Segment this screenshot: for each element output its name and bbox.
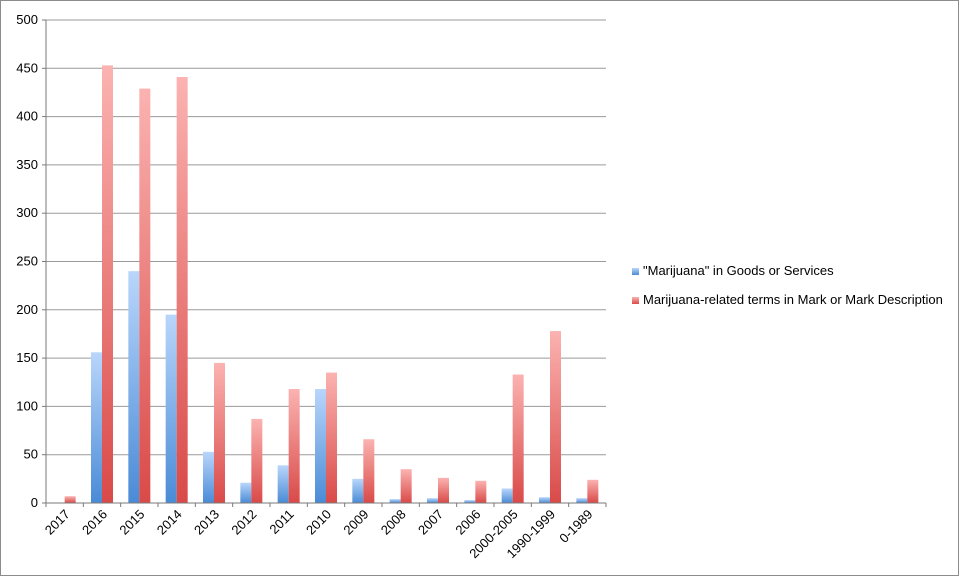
bar-goods-services-2016 bbox=[91, 352, 102, 503]
bar-mark-description-2011 bbox=[288, 389, 300, 503]
x-tick-label: 2017 bbox=[42, 507, 73, 538]
bar-goods-services-2015 bbox=[128, 271, 140, 503]
legend-label: Marijuana-related terms in Mark or Mark … bbox=[643, 292, 943, 307]
bar-mark-description-0-1989 bbox=[587, 479, 599, 503]
bar-goods-services-2011 bbox=[277, 465, 289, 503]
y-tick-label: 150 bbox=[16, 350, 38, 365]
bar-mark-description-2017 bbox=[64, 496, 76, 503]
bar-goods-services-2014 bbox=[165, 314, 177, 503]
bar-goods-services-2009 bbox=[352, 478, 364, 503]
bar-mark-description-2000-2005 bbox=[512, 374, 524, 503]
bar-goods-services-2012 bbox=[240, 482, 252, 503]
bar-mark-description-2016 bbox=[102, 65, 113, 503]
y-tick-label: 50 bbox=[24, 447, 38, 462]
bar-goods-services-0-1989 bbox=[576, 498, 588, 503]
x-tick-label: 2010 bbox=[303, 507, 334, 538]
x-tick-label: 2011 bbox=[266, 507, 296, 537]
y-tick-label: 350 bbox=[16, 157, 38, 172]
bar-mark-description-2009 bbox=[363, 439, 375, 503]
y-tick-label: 100 bbox=[16, 398, 38, 413]
bar-mark-description-2006 bbox=[475, 480, 487, 503]
y-tick-label: 250 bbox=[16, 254, 38, 269]
bar-mark-description-2010 bbox=[326, 372, 337, 503]
bar-goods-services-2010 bbox=[315, 389, 326, 503]
legend-swatch bbox=[632, 268, 639, 275]
legend: "Marijuana" in Goods or Services Marijuan… bbox=[632, 263, 943, 307]
x-tick-label: 2008 bbox=[378, 507, 409, 538]
bar-goods-services-2000-2005 bbox=[501, 488, 513, 503]
x-tick-label: 2016 bbox=[79, 507, 110, 538]
bar-mark-description-2015 bbox=[139, 88, 151, 503]
bar-mark-description-2014 bbox=[176, 76, 188, 503]
x-tick-label: 2009 bbox=[340, 507, 371, 538]
y-tick-label: 300 bbox=[16, 205, 38, 220]
x-tick-label: 2007 bbox=[415, 507, 446, 538]
x-tick-label: 2006 bbox=[452, 507, 483, 538]
x-tick-label: 2013 bbox=[191, 507, 222, 538]
bar-goods-services-2007 bbox=[427, 498, 438, 503]
bar-goods-services-2013 bbox=[203, 451, 214, 503]
bar-goods-services-2006 bbox=[464, 500, 476, 503]
y-tick-label: 200 bbox=[16, 302, 38, 317]
bar-mark-description-1990-1999 bbox=[550, 331, 561, 503]
legend-swatch bbox=[632, 297, 639, 304]
bar-goods-services-2008 bbox=[389, 499, 401, 503]
legend-label: "Marijuana" in Goods or Services bbox=[643, 263, 834, 278]
bar-mark-description-2012 bbox=[251, 418, 263, 503]
x-tick-label: 2015 bbox=[116, 507, 147, 538]
y-tick-label: 400 bbox=[16, 109, 38, 124]
x-tick-label: 0-1989 bbox=[556, 507, 595, 546]
x-tick-label: 2014 bbox=[154, 507, 185, 538]
bars bbox=[64, 65, 599, 503]
bar-mark-description-2007 bbox=[438, 477, 449, 503]
y-tick-label: 500 bbox=[16, 12, 38, 27]
y-tick-label: 0 bbox=[31, 495, 38, 510]
bar-mark-description-2008 bbox=[400, 469, 412, 503]
bar-mark-description-2013 bbox=[214, 362, 225, 503]
y-tick-label: 450 bbox=[16, 60, 38, 75]
x-tick-label: 2012 bbox=[228, 507, 259, 538]
bar-goods-services-1990-1999 bbox=[539, 497, 550, 503]
